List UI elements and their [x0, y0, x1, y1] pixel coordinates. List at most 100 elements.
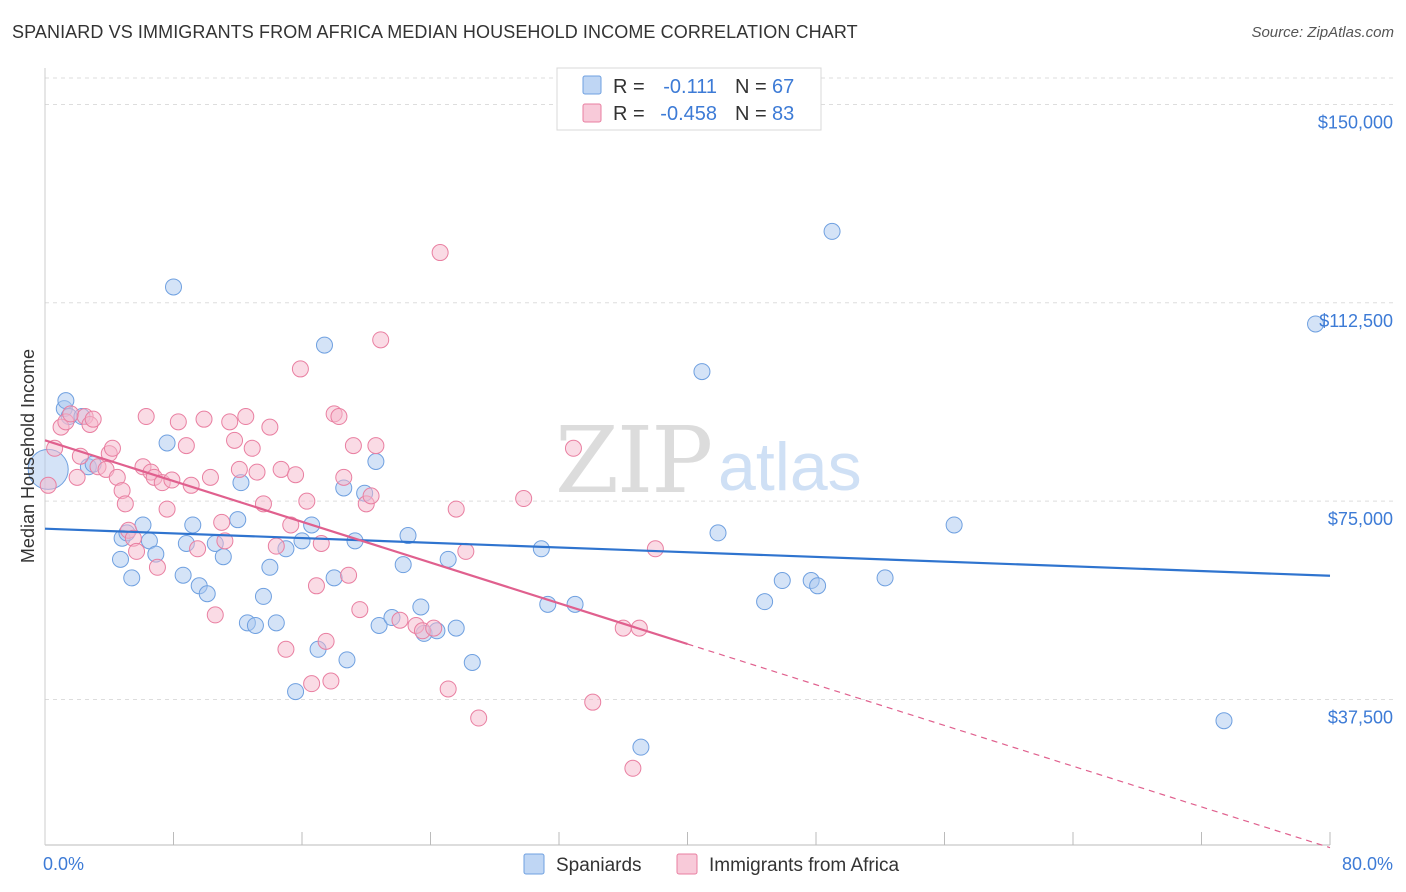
x-tick-label-end: 80.0%: [1342, 854, 1393, 874]
point-spaniards: [809, 577, 827, 595]
stats-legend-swatch-africa: [582, 103, 602, 123]
trend-line-africa: [44, 439, 688, 646]
point-spaniards: [184, 516, 202, 534]
point-africa: [282, 516, 300, 534]
point-spaniards: [876, 569, 894, 587]
point-africa: [206, 606, 224, 624]
point-africa: [84, 410, 102, 428]
stats-legend-n-value-2: 83: [772, 103, 794, 125]
point-africa: [367, 437, 385, 455]
series-legend-swatch-africa: [676, 853, 698, 875]
point-africa: [272, 460, 290, 478]
point-africa: [564, 439, 582, 457]
trend-line-spaniards: [44, 527, 1331, 577]
point-africa: [182, 476, 200, 494]
point-africa: [103, 439, 121, 457]
stats-legend: R = -0.111 N = 67 R = -0.458 N = 83: [556, 67, 822, 131]
trend-lines: [44, 439, 1331, 849]
point-africa: [515, 490, 533, 508]
point-africa: [287, 466, 305, 484]
point-africa: [230, 460, 248, 478]
point-africa: [303, 675, 321, 693]
point-africa: [307, 577, 325, 595]
point-africa: [261, 418, 279, 436]
y-tick-label: $75,000: [1328, 509, 1393, 529]
point-africa: [195, 410, 213, 428]
point-spaniards: [709, 524, 727, 542]
point-africa: [425, 619, 443, 637]
point-spaniards: [566, 595, 584, 613]
point-africa: [277, 640, 295, 658]
point-africa: [39, 476, 57, 494]
watermark-atlas: atlas: [718, 429, 862, 505]
point-africa: [248, 463, 266, 481]
chart-title: SPANIARD VS IMMIGRANTS FROM AFRICA MEDIA…: [12, 22, 858, 42]
point-africa: [116, 495, 134, 513]
point-spaniards: [158, 434, 176, 452]
point-africa: [148, 558, 166, 576]
point-africa: [201, 468, 219, 486]
point-spaniards: [287, 683, 305, 701]
point-africa: [158, 500, 176, 518]
scatter-points: [27, 222, 1325, 777]
point-africa: [372, 331, 390, 349]
point-africa: [391, 611, 409, 629]
point-africa: [330, 408, 348, 426]
point-africa: [646, 540, 664, 558]
point-africa: [221, 413, 239, 431]
point-spaniards: [315, 336, 333, 354]
point-spaniards: [412, 598, 430, 616]
point-spaniards: [134, 516, 152, 534]
stats-legend-n-label-1: N =: [735, 76, 767, 98]
point-spaniards: [693, 363, 711, 381]
trend-line-africa-extrapolated: [687, 643, 1331, 849]
point-spaniards: [945, 516, 963, 534]
point-africa: [624, 759, 642, 777]
point-africa: [169, 413, 187, 431]
point-spaniards: [532, 540, 550, 558]
x-axis: [44, 832, 1331, 846]
point-africa: [439, 680, 457, 698]
point-africa: [457, 542, 475, 560]
point-spaniards: [174, 566, 192, 584]
stats-legend-r-value-2: -0.458: [660, 103, 717, 125]
point-africa: [267, 537, 285, 555]
stats-legend-r-label-2: R =: [613, 103, 645, 125]
point-spaniards: [123, 569, 141, 587]
point-africa: [322, 672, 340, 690]
point-africa: [584, 693, 602, 711]
point-spaniards: [338, 651, 356, 669]
point-africa: [298, 492, 316, 510]
series-legend-label-africa: Immigrants from Africa: [709, 855, 899, 876]
stats-legend-r-label-1: R =: [613, 76, 645, 98]
point-spaniards: [1307, 315, 1325, 333]
stats-legend-n-label-2: N =: [735, 103, 767, 125]
point-africa: [351, 601, 369, 619]
point-africa: [237, 408, 255, 426]
point-spaniards: [394, 556, 412, 574]
point-africa: [470, 709, 488, 727]
point-spaniards: [823, 222, 841, 240]
point-spaniards: [293, 532, 311, 550]
series-legend-swatch-spaniards: [523, 853, 545, 875]
point-spaniards: [229, 511, 247, 529]
point-spaniards: [325, 569, 343, 587]
series-legend-label-spaniards: Spaniards: [556, 855, 642, 876]
point-spaniards: [261, 558, 279, 576]
point-africa: [362, 487, 380, 505]
point-spaniards: [367, 453, 385, 470]
point-africa: [226, 431, 244, 449]
point-spaniards: [370, 616, 388, 634]
point-africa: [213, 513, 231, 531]
point-africa: [447, 500, 465, 518]
point-spaniards: [1215, 712, 1233, 730]
point-africa: [344, 437, 362, 455]
point-africa: [128, 542, 146, 560]
point-spaniards: [267, 614, 285, 632]
point-africa: [431, 244, 449, 262]
point-spaniards: [463, 654, 481, 672]
point-africa: [216, 532, 234, 550]
point-africa: [137, 408, 155, 426]
series-legend: Spaniards Immigrants from Africa: [523, 853, 899, 876]
